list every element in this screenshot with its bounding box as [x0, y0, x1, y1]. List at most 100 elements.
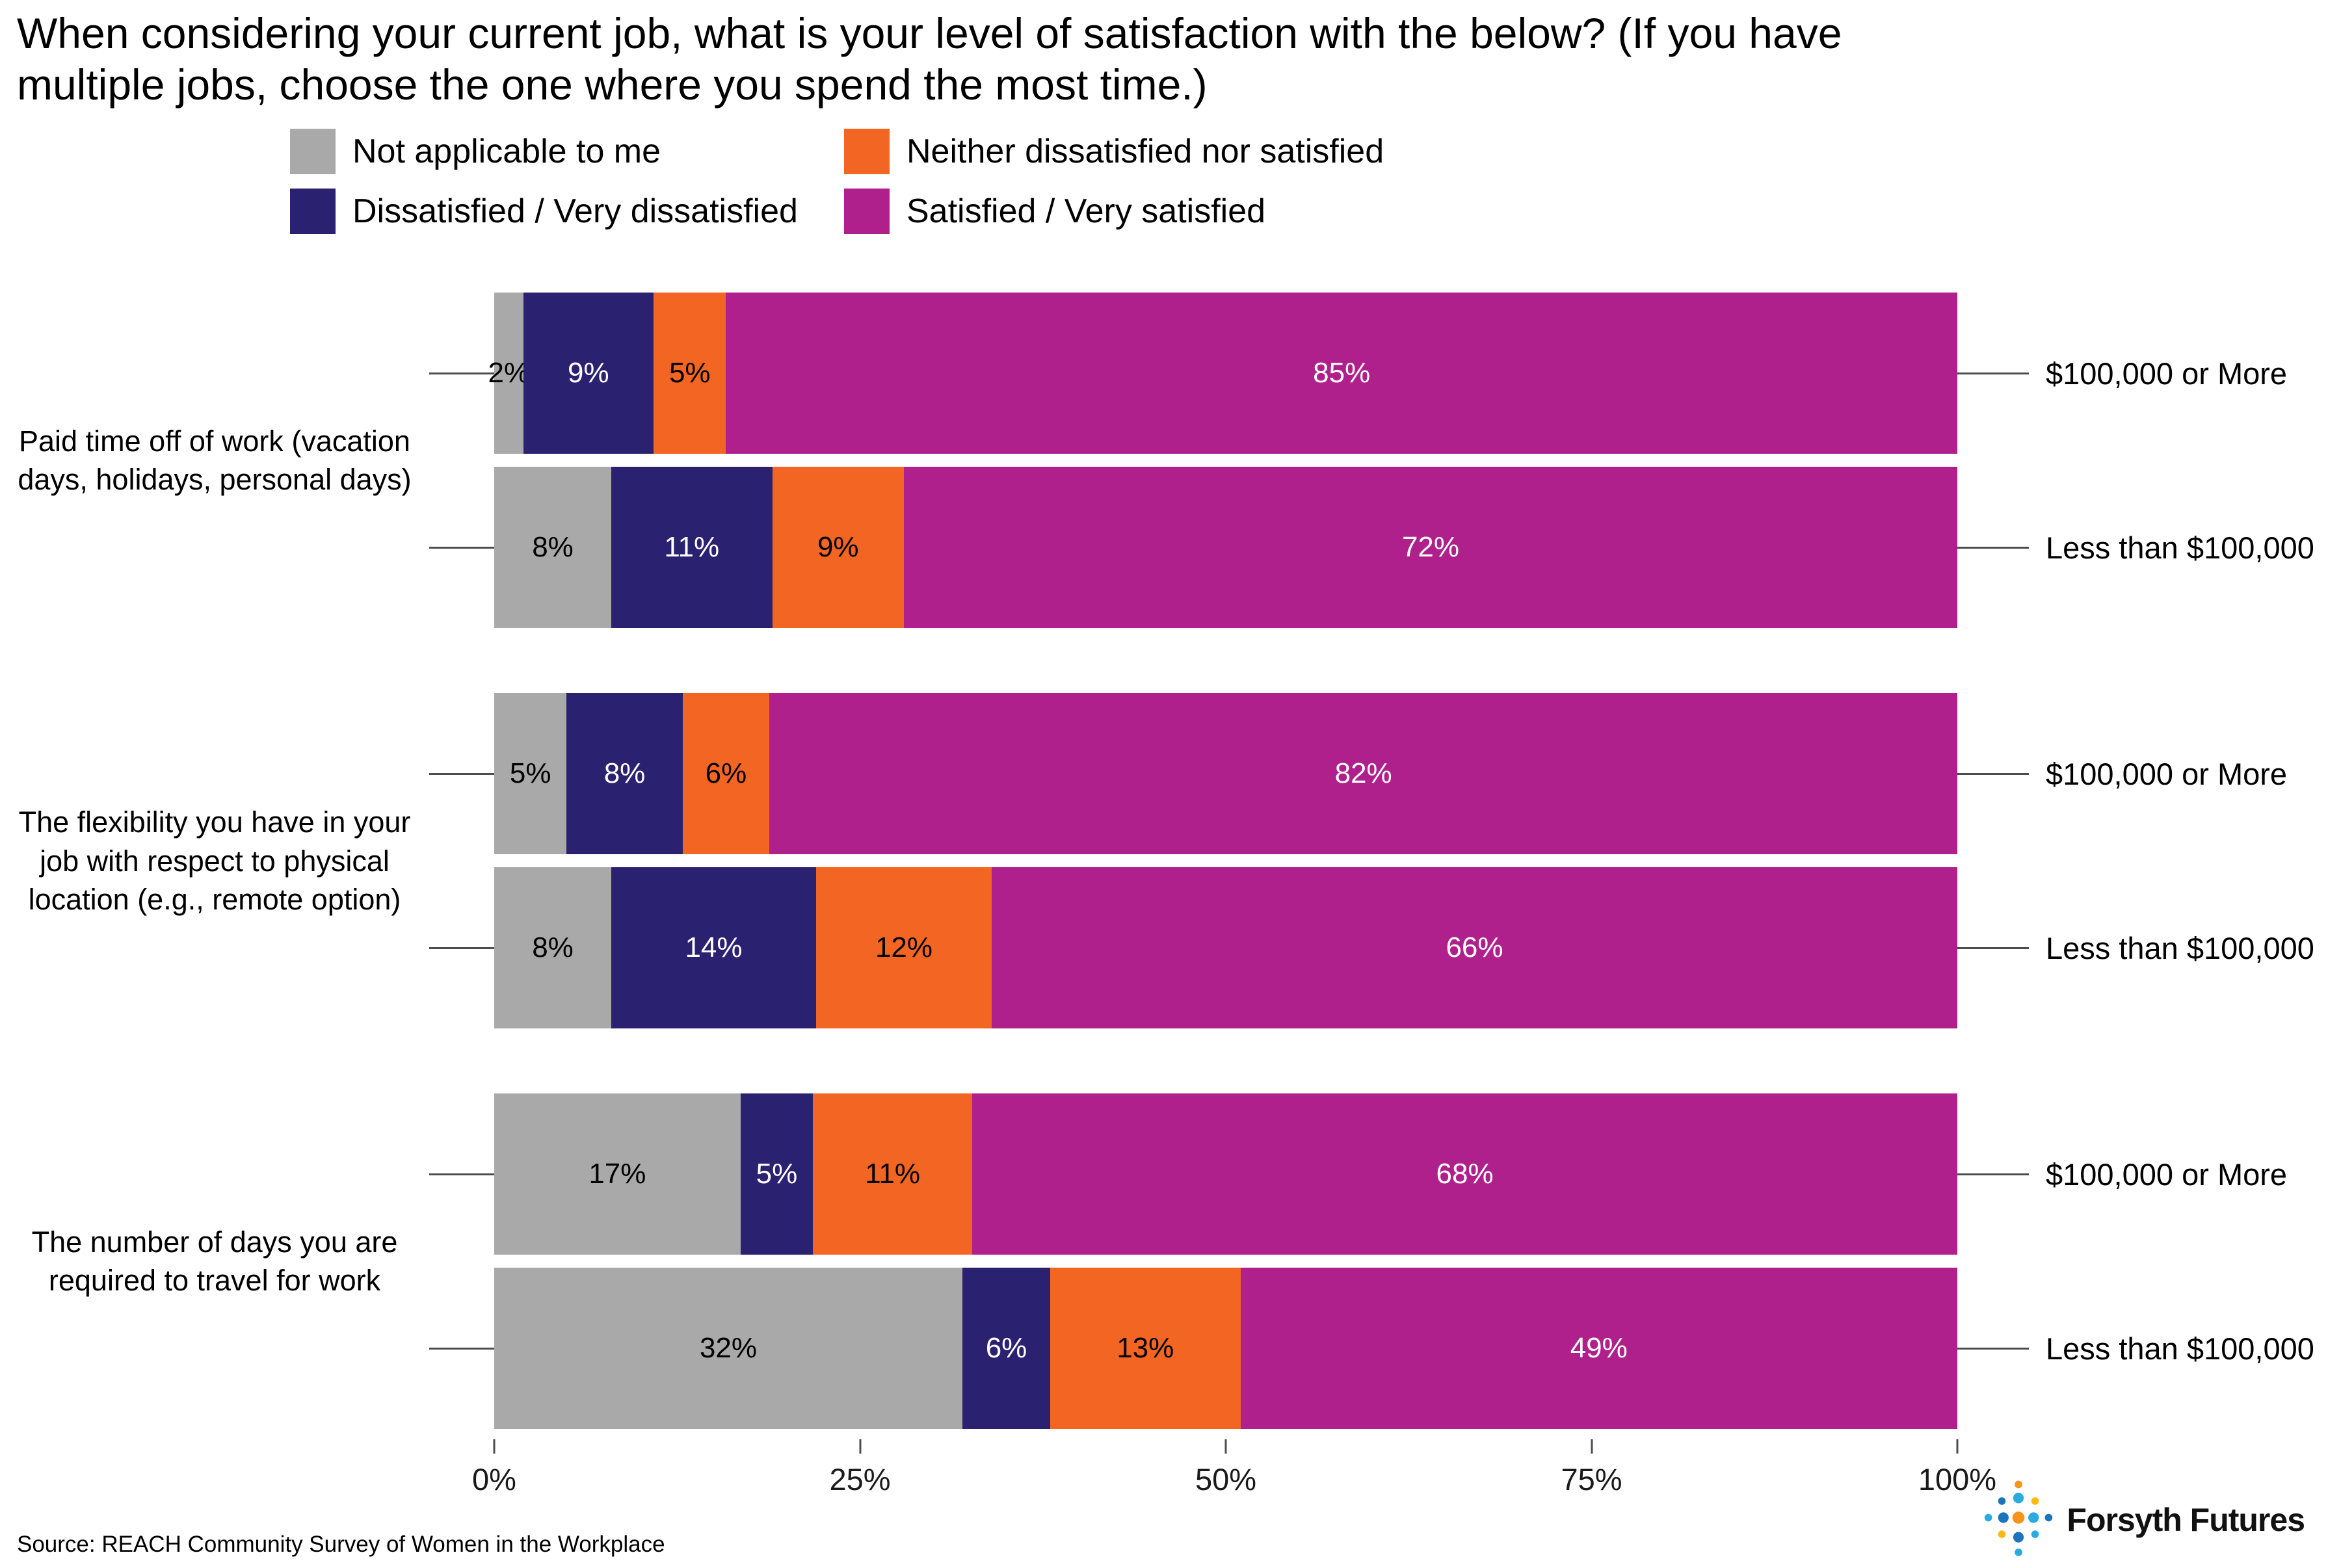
chart-area: Paid time off of work (vacation days, ho…: [0, 293, 2341, 1430]
income-group-label: Less than $100,000: [2046, 930, 2314, 965]
x-axis-label: 25%: [829, 1462, 891, 1497]
x-axis-tick: [1956, 1439, 1959, 1454]
bar-group: The flexibility you have in your job wit…: [0, 693, 2341, 1029]
bar-segment: 13%: [1050, 1268, 1241, 1430]
category-label: Paid time off of work (vacation days, ho…: [18, 424, 412, 497]
bar-value-label: 6%: [985, 1332, 1027, 1365]
category-label: The number of days you are required to t…: [31, 1225, 398, 1298]
bar-group: The number of days you are required to t…: [0, 1093, 2341, 1430]
bar-value-label: 72%: [1401, 531, 1460, 564]
bar-value-label: 11%: [664, 531, 720, 564]
x-axis: 0% 25% 50% 75% 100%: [472, 1439, 1996, 1511]
bar-rows: 5% 8% 6% 82% $100,000 or More 8% 14% 12% 66% Less…: [429, 693, 2341, 1029]
x-axis-label: 50%: [1195, 1462, 1257, 1497]
bar-value-label: 85%: [1313, 357, 1371, 389]
bar-value-label: 5%: [756, 1158, 798, 1190]
bar-value-label: 9%: [817, 531, 859, 564]
bar-segment: 32%: [494, 1268, 962, 1430]
bar-value-label: 66%: [1446, 932, 1503, 964]
legend-item: Satisfied / Very satisfied: [844, 189, 1384, 235]
bar-value-label: 5%: [509, 757, 551, 790]
bar-segment: 9%: [523, 293, 654, 454]
x-axis-tick: [859, 1439, 861, 1454]
bar-segment: 6%: [962, 1268, 1050, 1430]
bar-segment: 14%: [611, 867, 816, 1029]
bar-segment: 2%: [488, 293, 529, 454]
bar-segment: 5%: [494, 693, 567, 855]
bar-value-label: 5%: [668, 357, 711, 389]
bar-segment: 17%: [494, 1093, 741, 1255]
chart-title: When considering your current job, what …: [17, 9, 1842, 109]
income-group-label: $100,000 or More: [2046, 1156, 2288, 1192]
stacked-bar: 17% 5% 11% 68%: [494, 1093, 1957, 1255]
income-group-label: $100,000 or More: [2046, 756, 2288, 791]
bar-value-label: 12%: [875, 932, 933, 964]
bar-row: 32% 6% 13% 49% Less than $100,000: [429, 1268, 2341, 1430]
x-axis-label: 75%: [1561, 1462, 1622, 1497]
logo-text: Forsyth Futures: [2067, 1502, 2305, 1538]
legend-label: Dissatisfied / Very dissatisfied: [352, 192, 798, 231]
y-axis-tick: [429, 372, 494, 374]
category-label: The flexibility you have in your job wit…: [18, 805, 411, 917]
x-axis-label: 100%: [1918, 1462, 1997, 1497]
y-axis-tick: [429, 1347, 494, 1350]
legend-label: Satisfied / Very satisfied: [906, 192, 1266, 231]
bar-value-label: 9%: [568, 357, 609, 389]
y-axis-tick: [429, 772, 494, 775]
forsyth-futures-logo-icon: [1985, 1480, 2053, 1556]
bar-segment: 8%: [494, 467, 611, 629]
bar-value-label: 14%: [685, 932, 743, 964]
bar-segment: 11%: [611, 467, 773, 629]
x-axis-tick: [1591, 1439, 1593, 1454]
bar-segment: 85%: [726, 293, 1957, 454]
bar-value-label: 8%: [532, 531, 574, 564]
y-axis-tick: [429, 1173, 494, 1175]
bar-rows: 2% 9% 5% 85% $100,000 or More 8% 11% 9% 72% Less …: [429, 293, 2341, 629]
legend-label: Not applicable to me: [352, 133, 661, 171]
bar-segment: 49%: [1240, 1268, 1957, 1430]
income-group-label: $100,000 or More: [2046, 356, 2288, 391]
bar-rows: 17% 5% 11% 68% $100,000 or More 32% 6% 13% 49% Le…: [429, 1093, 2341, 1430]
stacked-bar: 32% 6% 13% 49%: [494, 1268, 1957, 1430]
stacked-bar: 8% 14% 12% 66%: [494, 867, 1957, 1029]
bar-segment: 12%: [816, 867, 992, 1029]
legend-swatch: [290, 189, 336, 235]
bar-value-label: 6%: [705, 757, 747, 790]
bar-value-label: 68%: [1436, 1158, 1494, 1190]
bar-row: 17% 5% 11% 68% $100,000 or More: [429, 1093, 2341, 1255]
bar-segment: 8%: [494, 867, 611, 1029]
legend: Not applicable to me Neither dissatisfied…: [290, 129, 2341, 235]
bar-segment: 8%: [566, 693, 683, 855]
y-axis-tick: [1957, 546, 2029, 549]
stacked-bar: 5% 8% 6% 82%: [494, 693, 1957, 855]
bar-value-label: 2%: [488, 357, 530, 389]
bar-segment: 5%: [740, 1093, 813, 1255]
legend-item: Dissatisfied / Very dissatisfied: [290, 189, 844, 235]
income-group-label: Less than $100,000: [2046, 1331, 2314, 1366]
x-axis-tick: [1224, 1439, 1227, 1454]
stacked-bar: 2% 9% 5% 85%: [488, 293, 1957, 454]
bar-row: 8% 11% 9% 72% Less than $100,000: [429, 467, 2341, 629]
bar-value-label: 17%: [589, 1158, 646, 1190]
legend-swatch: [290, 129, 336, 175]
bar-segment: 5%: [654, 293, 726, 454]
y-axis-tick: [429, 546, 494, 549]
x-axis-label: 0%: [472, 1462, 516, 1497]
y-axis-tick: [1957, 1173, 2029, 1175]
legend-label: Neither dissatisfied nor satisfied: [906, 133, 1384, 171]
bar-segment: 66%: [992, 867, 1957, 1029]
y-axis-tick: [1957, 947, 2029, 949]
legend-item: Not applicable to me: [290, 129, 844, 175]
legend-swatch: [844, 129, 890, 175]
bar-value-label: 32%: [699, 1332, 758, 1365]
bar-row: 2% 9% 5% 85% $100,000 or More: [429, 293, 2341, 454]
bar-segment: 68%: [972, 1093, 1957, 1255]
bar-segment: 72%: [904, 467, 1957, 629]
y-axis-tick: [1957, 772, 2029, 775]
bar-segment: 11%: [813, 1093, 973, 1255]
bar-value-label: 8%: [532, 932, 574, 964]
bar-row: 8% 14% 12% 66% Less than $100,000: [429, 867, 2341, 1029]
income-group-label: Less than $100,000: [2046, 530, 2314, 565]
logo: Forsyth Futures: [1981, 1478, 2305, 1561]
source-note: Source: REACH Community Survey of Women …: [17, 1532, 665, 1557]
